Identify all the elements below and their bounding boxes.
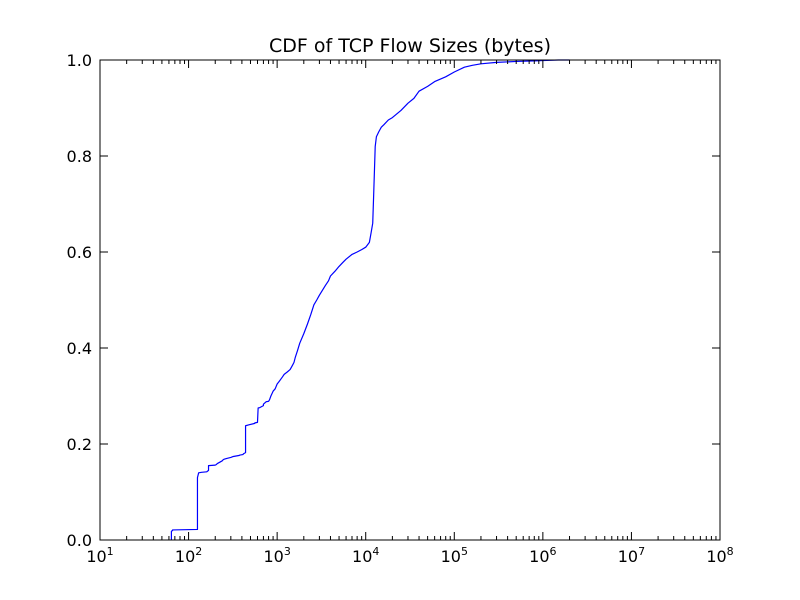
x-tick-label: 107 [618,545,645,566]
x-tick-label: 108 [706,545,733,566]
x-tick-label: 101 [86,545,113,566]
cdf-line [170,59,570,540]
x-tick-label: 102 [175,545,202,566]
x-tick-label: 105 [441,545,468,566]
x-tick-label: 103 [263,545,290,566]
x-tick-label: 104 [352,545,379,566]
y-tick-label: 0.6 [67,243,92,262]
y-tick-label: 0.4 [67,339,92,358]
axes-frame [99,59,721,541]
y-tick-label: 1.0 [67,51,92,70]
y-tick-label: 0.2 [67,435,92,454]
x-tick-label: 106 [529,545,556,566]
plot-area: 101 102 103 104 105 106 107 108 0.0 0.2 0.4 0.6 0.8 1… [67,51,734,566]
y-tick-label: 0.8 [67,147,92,166]
chart-title: CDF of TCP Flow Sizes (bytes) [269,35,551,57]
y-tick-label: 0.0 [67,531,92,550]
